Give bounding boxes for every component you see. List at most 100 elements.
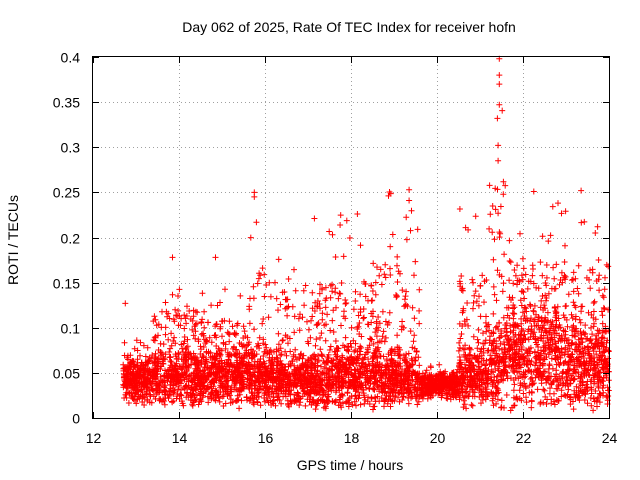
data-point	[456, 339, 463, 346]
data-point	[499, 107, 506, 114]
data-point	[212, 376, 219, 383]
data-point	[494, 267, 501, 274]
data-point	[370, 373, 377, 380]
data-point	[592, 341, 599, 348]
data-point	[463, 405, 470, 412]
data-point	[151, 337, 158, 344]
data-point	[216, 395, 223, 402]
data-point	[404, 385, 411, 392]
data-point	[327, 385, 334, 392]
data-point	[482, 384, 489, 391]
data-point	[351, 398, 358, 405]
data-point	[166, 349, 173, 355]
data-point	[563, 316, 570, 323]
data-point	[489, 397, 496, 404]
data-point	[565, 359, 572, 366]
data-point	[401, 369, 408, 376]
x-tick-label: 12	[86, 430, 102, 446]
data-point	[407, 227, 414, 234]
data-point	[490, 310, 497, 317]
data-point	[189, 317, 196, 324]
data-point	[175, 307, 182, 314]
data-point	[492, 206, 499, 213]
data-point	[540, 355, 547, 362]
y-tick-label: 0.05	[53, 366, 80, 382]
data-point	[520, 355, 527, 362]
data-point	[475, 326, 482, 333]
data-point	[256, 383, 263, 390]
data-point	[587, 285, 594, 292]
data-point	[325, 355, 332, 362]
data-point	[374, 354, 381, 361]
data-point	[593, 278, 600, 284]
data-point	[172, 340, 179, 347]
data-point	[581, 397, 588, 403]
data-point	[523, 308, 530, 315]
data-point	[485, 321, 492, 328]
data-point	[336, 396, 343, 403]
data-point	[487, 361, 493, 367]
data-point	[327, 327, 334, 334]
data-point	[270, 397, 277, 404]
data-point	[518, 397, 525, 404]
data-point	[262, 341, 269, 348]
data-point	[546, 373, 553, 380]
data-point	[256, 270, 263, 277]
data-point	[198, 320, 205, 326]
data-point	[517, 364, 524, 371]
data-point	[206, 374, 212, 380]
data-point	[259, 265, 266, 272]
data-point	[313, 402, 320, 409]
data-point	[539, 233, 546, 240]
data-point	[529, 272, 536, 279]
data-point	[348, 344, 355, 351]
data-point	[170, 384, 177, 391]
data-point	[265, 314, 272, 321]
data-point	[275, 330, 282, 337]
data-point	[545, 290, 552, 297]
data-point	[506, 258, 513, 264]
data-point	[458, 369, 464, 376]
data-point	[337, 222, 344, 228]
data-point	[173, 356, 180, 362]
data-point	[234, 357, 241, 364]
data-point	[380, 328, 387, 335]
data-point	[378, 372, 385, 379]
data-point	[590, 374, 597, 381]
data-point	[346, 379, 353, 386]
data-point	[366, 362, 373, 369]
data-point	[356, 320, 363, 326]
data-point	[198, 390, 204, 397]
data-point	[498, 330, 505, 337]
x-tick-label: 14	[172, 430, 188, 446]
data-point	[558, 387, 565, 394]
data-point	[551, 275, 558, 282]
data-point	[200, 367, 206, 374]
data-point	[313, 370, 320, 377]
data-point	[552, 314, 559, 321]
data-point	[459, 389, 466, 396]
data-point	[387, 403, 394, 410]
data-point	[576, 384, 582, 391]
data-point	[376, 348, 383, 355]
data-point	[572, 366, 578, 373]
data-point	[491, 236, 498, 243]
data-point	[571, 375, 578, 382]
data-point	[289, 303, 296, 310]
data-point	[520, 390, 527, 397]
data-point	[216, 398, 223, 405]
data-point	[216, 347, 223, 354]
data-point	[419, 375, 425, 382]
data-point	[316, 301, 323, 307]
data-point	[556, 322, 563, 328]
data-point	[489, 229, 496, 236]
data-point	[568, 277, 575, 284]
data-point	[163, 388, 169, 395]
data-point	[487, 211, 494, 218]
data-point	[362, 361, 369, 368]
data-point	[312, 400, 319, 407]
data-point	[411, 272, 417, 279]
data-point	[144, 388, 151, 395]
data-point	[408, 389, 415, 396]
data-point	[522, 271, 529, 278]
